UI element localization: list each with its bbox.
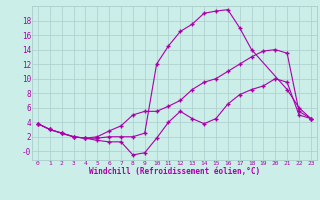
X-axis label: Windchill (Refroidissement éolien,°C): Windchill (Refroidissement éolien,°C)	[89, 167, 260, 176]
